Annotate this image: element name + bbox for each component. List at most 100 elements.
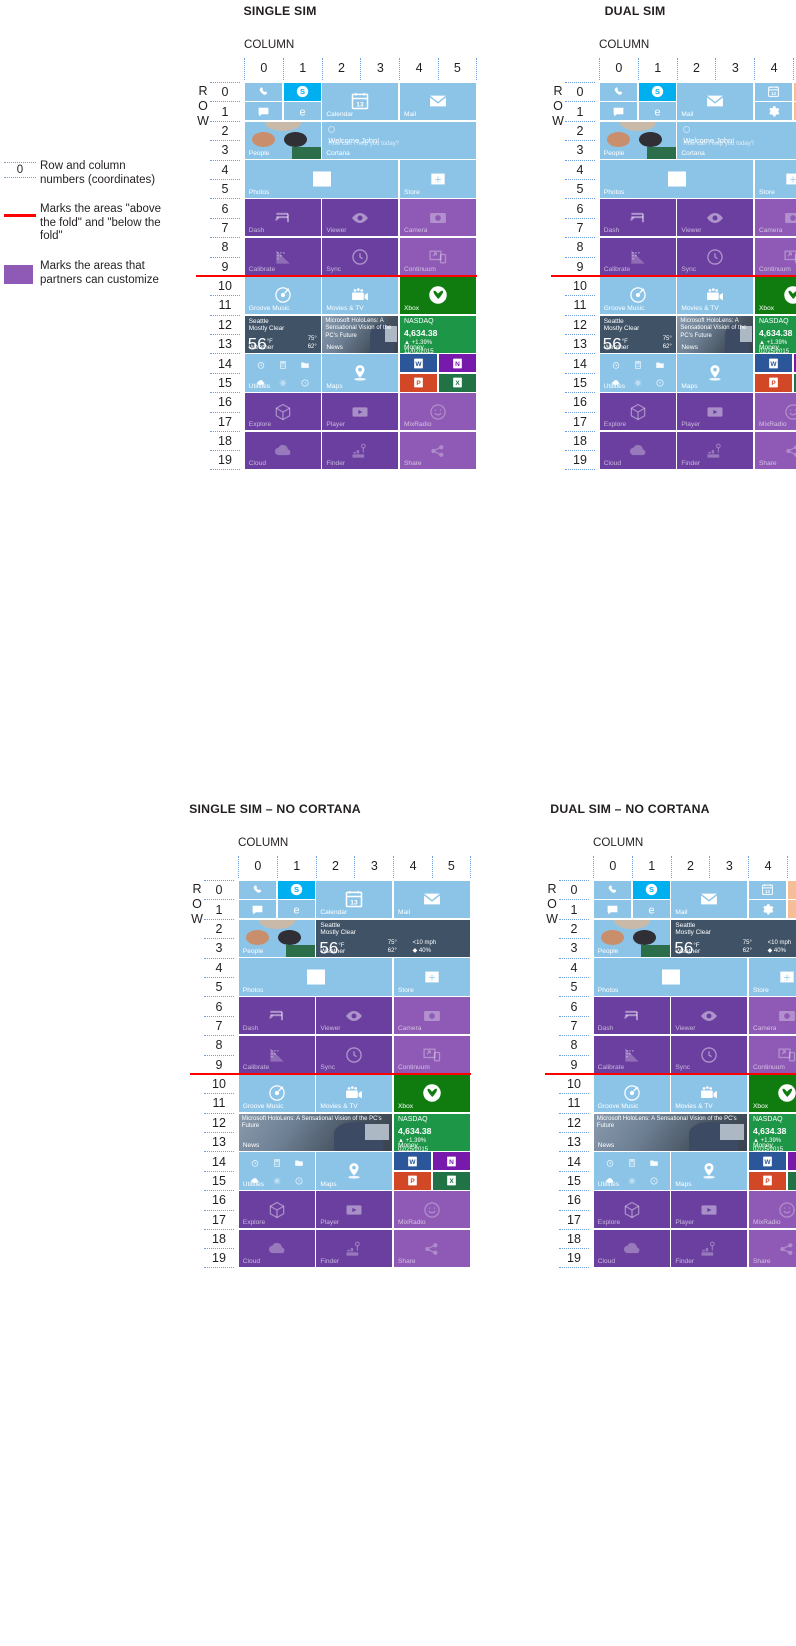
tile-share[interactable]: Share — [755, 432, 796, 470]
tile-phone[interactable] — [593, 880, 631, 899]
tile-news[interactable]: Microsoft HoloLens: A Sensational Vision… — [593, 1113, 748, 1151]
tile-xbox[interactable]: Xbox — [400, 276, 476, 314]
tile-player[interactable]: Player — [316, 1191, 393, 1229]
tile-finder[interactable]: Finder — [322, 432, 399, 470]
tile-dash[interactable]: Dash — [238, 997, 315, 1035]
calculator-icon[interactable] — [627, 1155, 637, 1173]
tile-sync[interactable]: Sync — [316, 1036, 393, 1074]
tile-powerpoint[interactable]: P — [394, 1171, 432, 1190]
tile-finder[interactable]: Finder — [671, 1230, 748, 1268]
tile-movies-tv[interactable]: Movies & TV — [671, 1074, 748, 1112]
alarm-icon[interactable] — [256, 357, 266, 375]
tile-excel[interactable]: X — [793, 373, 796, 392]
tile-viewer[interactable]: Viewer — [677, 199, 754, 237]
settings-gear-icon[interactable] — [633, 375, 643, 391]
tile-calendar[interactable]: 13 Calendar — [316, 880, 393, 918]
tile-player[interactable]: Player — [677, 393, 754, 431]
tile-word[interactable]: W — [755, 354, 793, 373]
tile-skype[interactable]: S — [632, 880, 670, 899]
tile-share[interactable]: Share — [394, 1230, 470, 1268]
files-icon[interactable] — [300, 357, 310, 375]
tile-finder[interactable]: Finder — [316, 1230, 393, 1268]
files-icon[interactable] — [649, 1155, 659, 1173]
tile-continuum[interactable]: Continuum — [749, 1036, 796, 1074]
tile-utilities[interactable]: ? Utilities — [238, 1152, 315, 1190]
tile-calendar[interactable]: 13 — [749, 880, 787, 899]
tile-maps[interactable]: Maps — [322, 354, 399, 392]
settings-gear-icon[interactable] — [272, 1173, 282, 1189]
tile-calendar[interactable]: 13 Calendar — [322, 82, 399, 120]
tile-photos[interactable]: Photos — [238, 958, 393, 996]
files-icon[interactable] — [655, 357, 665, 375]
tile-edge[interactable]: e — [638, 102, 676, 120]
tile-movies-tv[interactable]: Movies & TV — [316, 1074, 393, 1112]
tile-calibrate[interactable]: Calibrate — [244, 238, 321, 276]
tile-dash[interactable]: Dash — [593, 997, 670, 1035]
tile-mail[interactable]: Mail — [394, 880, 470, 918]
tile-player[interactable]: Player — [322, 393, 399, 431]
tile-news[interactable]: Microsoft HoloLens: A Sensational Vision… — [322, 315, 399, 353]
tile-skype[interactable]: S — [283, 82, 321, 101]
tile-settings[interactable] — [749, 900, 787, 918]
tile-store[interactable]: Store — [400, 160, 476, 198]
help-icon[interactable]: ? — [300, 375, 310, 391]
calculator-icon[interactable] — [278, 357, 288, 375]
tile-camera[interactable]: Camera — [749, 997, 796, 1035]
tile-groove-music[interactable]: Groove Music — [599, 276, 676, 314]
tile-camera[interactable]: Camera — [400, 199, 476, 237]
tile-phone[interactable] — [238, 880, 276, 899]
settings-gear-icon[interactable] — [278, 375, 288, 391]
help-icon[interactable]: ? — [649, 1173, 659, 1189]
tile-people[interactable]: People — [593, 919, 670, 957]
tile-cloud[interactable]: Cloud — [238, 1230, 315, 1268]
tile-phone-sim2[interactable] — [787, 880, 796, 899]
tile-utilities[interactable]: ? Utilities — [244, 354, 321, 392]
tile-messaging[interactable] — [599, 102, 637, 120]
tile-message-sim2[interactable] — [793, 102, 796, 120]
tile-word[interactable]: W — [394, 1152, 432, 1171]
alarm-icon[interactable] — [605, 1155, 615, 1173]
tile-share[interactable]: Share — [400, 432, 476, 470]
tile-continuum[interactable]: Continuum — [394, 1036, 470, 1074]
tile-onenote[interactable]: N — [438, 354, 476, 373]
tile-dash[interactable]: Dash — [244, 199, 321, 237]
tile-onenote[interactable]: N — [793, 354, 796, 373]
alarm-icon[interactable] — [611, 357, 621, 375]
tile-mixradio[interactable]: MixRadio — [394, 1191, 470, 1229]
tile-store[interactable]: Store — [749, 958, 796, 996]
calculator-icon[interactable] — [633, 357, 643, 375]
tile-cortana[interactable]: Welcome John! How can I help you today? Co… — [677, 121, 796, 159]
tile-edge[interactable]: e — [277, 900, 315, 918]
tile-photos[interactable]: Photos — [599, 160, 754, 198]
tile-calibrate[interactable]: Calibrate — [599, 238, 676, 276]
tile-camera[interactable]: Camera — [394, 997, 470, 1035]
tile-camera[interactable]: Camera — [755, 199, 796, 237]
tile-weather[interactable]: Seattle Mostly Clear 56°F 75° 62° <10 mph ◆ 40… — [316, 919, 470, 957]
tile-explore[interactable]: Explore — [238, 1191, 315, 1229]
tile-maps[interactable]: Maps — [677, 354, 754, 392]
tile-groove-music[interactable]: Groove Music — [593, 1074, 670, 1112]
files-icon[interactable] — [294, 1155, 304, 1173]
tile-viewer[interactable]: Viewer — [316, 997, 393, 1035]
tile-calibrate[interactable]: Calibrate — [593, 1036, 670, 1074]
tile-calendar[interactable]: 13 — [755, 82, 793, 101]
tile-excel[interactable]: X — [787, 1171, 796, 1190]
tile-dash[interactable]: Dash — [599, 199, 676, 237]
tile-continuum[interactable]: Continuum — [755, 238, 796, 276]
tile-store[interactable]: Store — [755, 160, 796, 198]
tile-messaging[interactable] — [244, 102, 282, 120]
tile-messaging[interactable] — [593, 900, 631, 918]
tile-weather[interactable]: Seattle Mostly Clear 56°F 75° 62° Weather — [599, 315, 676, 353]
tile-message-sim2[interactable] — [787, 900, 796, 918]
tile-mixradio[interactable]: MixRadio — [749, 1191, 796, 1229]
tile-onenote[interactable]: N — [432, 1152, 470, 1171]
tile-people[interactable]: People — [238, 919, 315, 957]
tile-viewer[interactable]: Viewer — [322, 199, 399, 237]
tile-continuum[interactable]: Continuum — [400, 238, 476, 276]
tile-mixradio[interactable]: MixRadio — [400, 393, 476, 431]
tile-viewer[interactable]: Viewer — [671, 997, 748, 1035]
tile-xbox[interactable]: Xbox — [749, 1074, 796, 1112]
tile-word[interactable]: W — [749, 1152, 787, 1171]
tile-maps[interactable]: Maps — [316, 1152, 393, 1190]
tile-photos[interactable]: Photos — [593, 958, 748, 996]
